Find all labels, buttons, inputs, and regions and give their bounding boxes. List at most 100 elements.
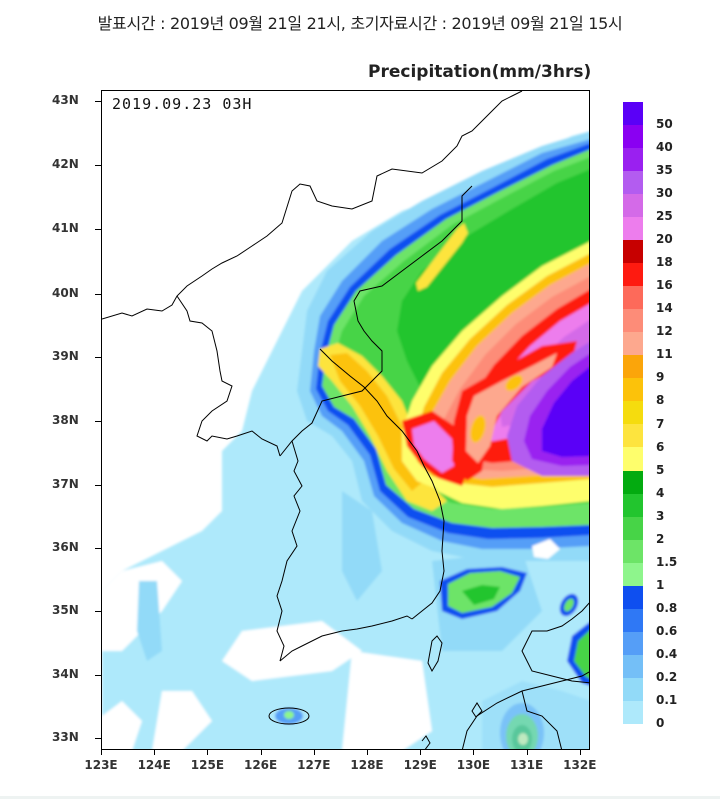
colorbar-label: 14 <box>656 301 673 316</box>
colorbar-label: 8 <box>656 393 665 408</box>
colorbar-bin <box>623 608 643 632</box>
x-tick <box>579 750 581 755</box>
colorbar-bin <box>623 102 643 126</box>
y-tick <box>95 294 101 295</box>
x-tick <box>526 750 528 755</box>
x-tick-label: 127E <box>297 758 331 772</box>
colorbar-label: 0.4 <box>656 646 678 661</box>
x-tick <box>260 750 262 755</box>
y-tick-label: 41N <box>52 221 79 235</box>
colorbar-bin <box>623 493 643 517</box>
colorbar-bin <box>623 171 643 195</box>
colorbar-label: 4 <box>656 485 665 500</box>
y-tick-label: 36N <box>52 540 79 554</box>
valid-time-label: 2019.09.23 03H <box>112 95 253 113</box>
x-tick <box>101 750 102 755</box>
x-tick <box>207 750 209 755</box>
colorbar-bin <box>623 286 643 310</box>
colorbar-label: 20 <box>656 232 673 247</box>
colorbar-bin <box>623 654 643 678</box>
y-tick <box>95 611 101 612</box>
colorbar-label: 35 <box>656 163 673 178</box>
footer-divider <box>0 796 720 799</box>
x-tick <box>473 750 475 755</box>
y-tick-label: 35N <box>52 603 79 617</box>
colorbar-label: 25 <box>656 209 673 224</box>
colorbar-bin <box>623 378 643 402</box>
colorbar-label: 0.6 <box>656 623 678 638</box>
x-tick-label: 132E <box>563 758 597 772</box>
colorbar-bin <box>623 516 643 540</box>
colorbar-label: 0.1 <box>656 692 678 707</box>
precipitation-map: 2019.09.23 03H <box>101 90 590 750</box>
x-tick-label: 129E <box>403 758 437 772</box>
x-tick <box>154 750 156 755</box>
x-tick <box>420 750 422 755</box>
y-tick-label: 34N <box>52 667 79 681</box>
colorbar-bin <box>623 401 643 425</box>
colorbar-label: 7 <box>656 416 665 431</box>
colorbar-label: 40 <box>656 140 673 155</box>
colorbar-bin <box>623 677 643 701</box>
colorbar-label: 11 <box>656 347 673 362</box>
colorbar-bin <box>623 470 643 494</box>
colorbar-label: 9 <box>656 370 665 385</box>
colorbar-label: 5 <box>656 462 665 477</box>
colorbar <box>623 102 643 724</box>
colorbar-label: 1.5 <box>656 554 678 569</box>
colorbar-bin <box>623 125 643 149</box>
y-tick <box>95 101 101 102</box>
y-tick-label: 39N <box>52 349 79 363</box>
y-tick <box>95 421 101 422</box>
colorbar-bin <box>623 240 643 264</box>
colorbar-label: 18 <box>656 255 673 270</box>
colorbar-bin <box>623 332 643 356</box>
chart-title: Precipitation(mm/3hrs) <box>368 62 592 82</box>
colorbar-label: 1 <box>656 577 665 592</box>
y-tick-label: 42N <box>52 157 79 171</box>
colorbar-bin <box>623 309 643 333</box>
colorbar-label: 16 <box>656 278 673 293</box>
colorbar-bin <box>623 700 643 724</box>
colorbar-bin <box>623 562 643 586</box>
colorbar-label: 6 <box>656 439 665 454</box>
colorbar-bin <box>623 355 643 379</box>
colorbar-bin <box>623 217 643 241</box>
y-tick <box>95 229 101 230</box>
issue-time-header: 발표시간 : 2019년 09월 21일 21시, 초기자료시간 : 2019년… <box>97 14 623 33</box>
x-tick-label: 125E <box>190 758 225 772</box>
x-tick-label: 130E <box>456 758 491 772</box>
colorbar-label: 0 <box>656 716 665 730</box>
y-tick <box>95 738 101 739</box>
colorbar-bin <box>623 447 643 471</box>
x-tick <box>313 750 315 755</box>
x-tick-label: 128E <box>350 758 384 772</box>
colorbar-bin <box>623 539 643 563</box>
colorbar-bin <box>623 263 643 287</box>
y-tick-label: 40N <box>52 286 79 300</box>
y-tick-label: 43N <box>52 93 79 107</box>
x-tick-label: 126E <box>243 758 278 772</box>
colorbar-bin <box>623 631 643 655</box>
y-tick-label: 37N <box>52 477 79 491</box>
y-tick <box>95 548 101 549</box>
colorbar-bin <box>623 194 643 218</box>
x-tick-label: 123E <box>84 758 118 772</box>
colorbar-bin <box>623 585 643 609</box>
x-tick <box>367 750 368 755</box>
y-tick-label: 33N <box>52 730 79 744</box>
y-tick <box>95 165 101 166</box>
colorbar-label: 50 <box>656 117 673 132</box>
y-tick <box>95 357 101 358</box>
y-tick-label: 38N <box>52 413 79 427</box>
colorbar-bin <box>623 424 643 448</box>
colorbar-bin <box>623 148 643 172</box>
x-tick-label: 124E <box>137 758 171 772</box>
colorbar-label: 0.8 <box>656 600 678 615</box>
precipitation-field <box>102 91 589 749</box>
x-tick-label: 131E <box>509 758 544 772</box>
y-tick <box>95 485 101 486</box>
colorbar-label: 12 <box>656 324 673 339</box>
colorbar-label: 30 <box>656 186 673 201</box>
colorbar-label: 0.2 <box>656 669 678 684</box>
